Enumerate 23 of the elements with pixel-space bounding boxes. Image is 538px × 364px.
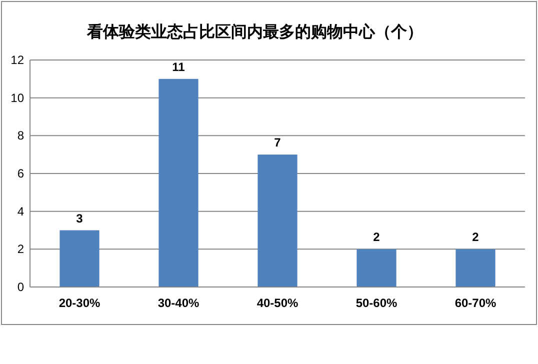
- y-tick-label: 0: [17, 280, 24, 294]
- x-tick-label: 50-60%: [356, 296, 398, 310]
- data-label: 11: [172, 60, 186, 74]
- bar: [258, 154, 298, 287]
- y-tick-label: 10: [10, 90, 24, 105]
- y-tick-label: 12: [10, 53, 24, 67]
- y-tick-label: 2: [17, 242, 24, 256]
- chart-title: 看体验类业态占比区间内最多的购物中心（个）: [86, 22, 423, 41]
- bar: [356, 249, 396, 287]
- y-tick-label: 6: [17, 166, 24, 180]
- y-tick-label: 8: [17, 128, 24, 143]
- bar: [60, 230, 100, 287]
- x-tick-label: 20-30%: [58, 296, 101, 310]
- data-label: 2: [472, 230, 480, 244]
- bar: [158, 78, 198, 287]
- data-label: 3: [76, 211, 84, 226]
- x-tick-label: 60-70%: [454, 296, 497, 310]
- y-tick-label: 4: [17, 204, 24, 218]
- data-label: 2: [373, 230, 380, 244]
- x-tick-label: 40-50%: [256, 296, 299, 310]
- x-tick-label: 30-40%: [158, 296, 200, 310]
- data-label: 7: [274, 136, 282, 150]
- bar: [456, 249, 496, 287]
